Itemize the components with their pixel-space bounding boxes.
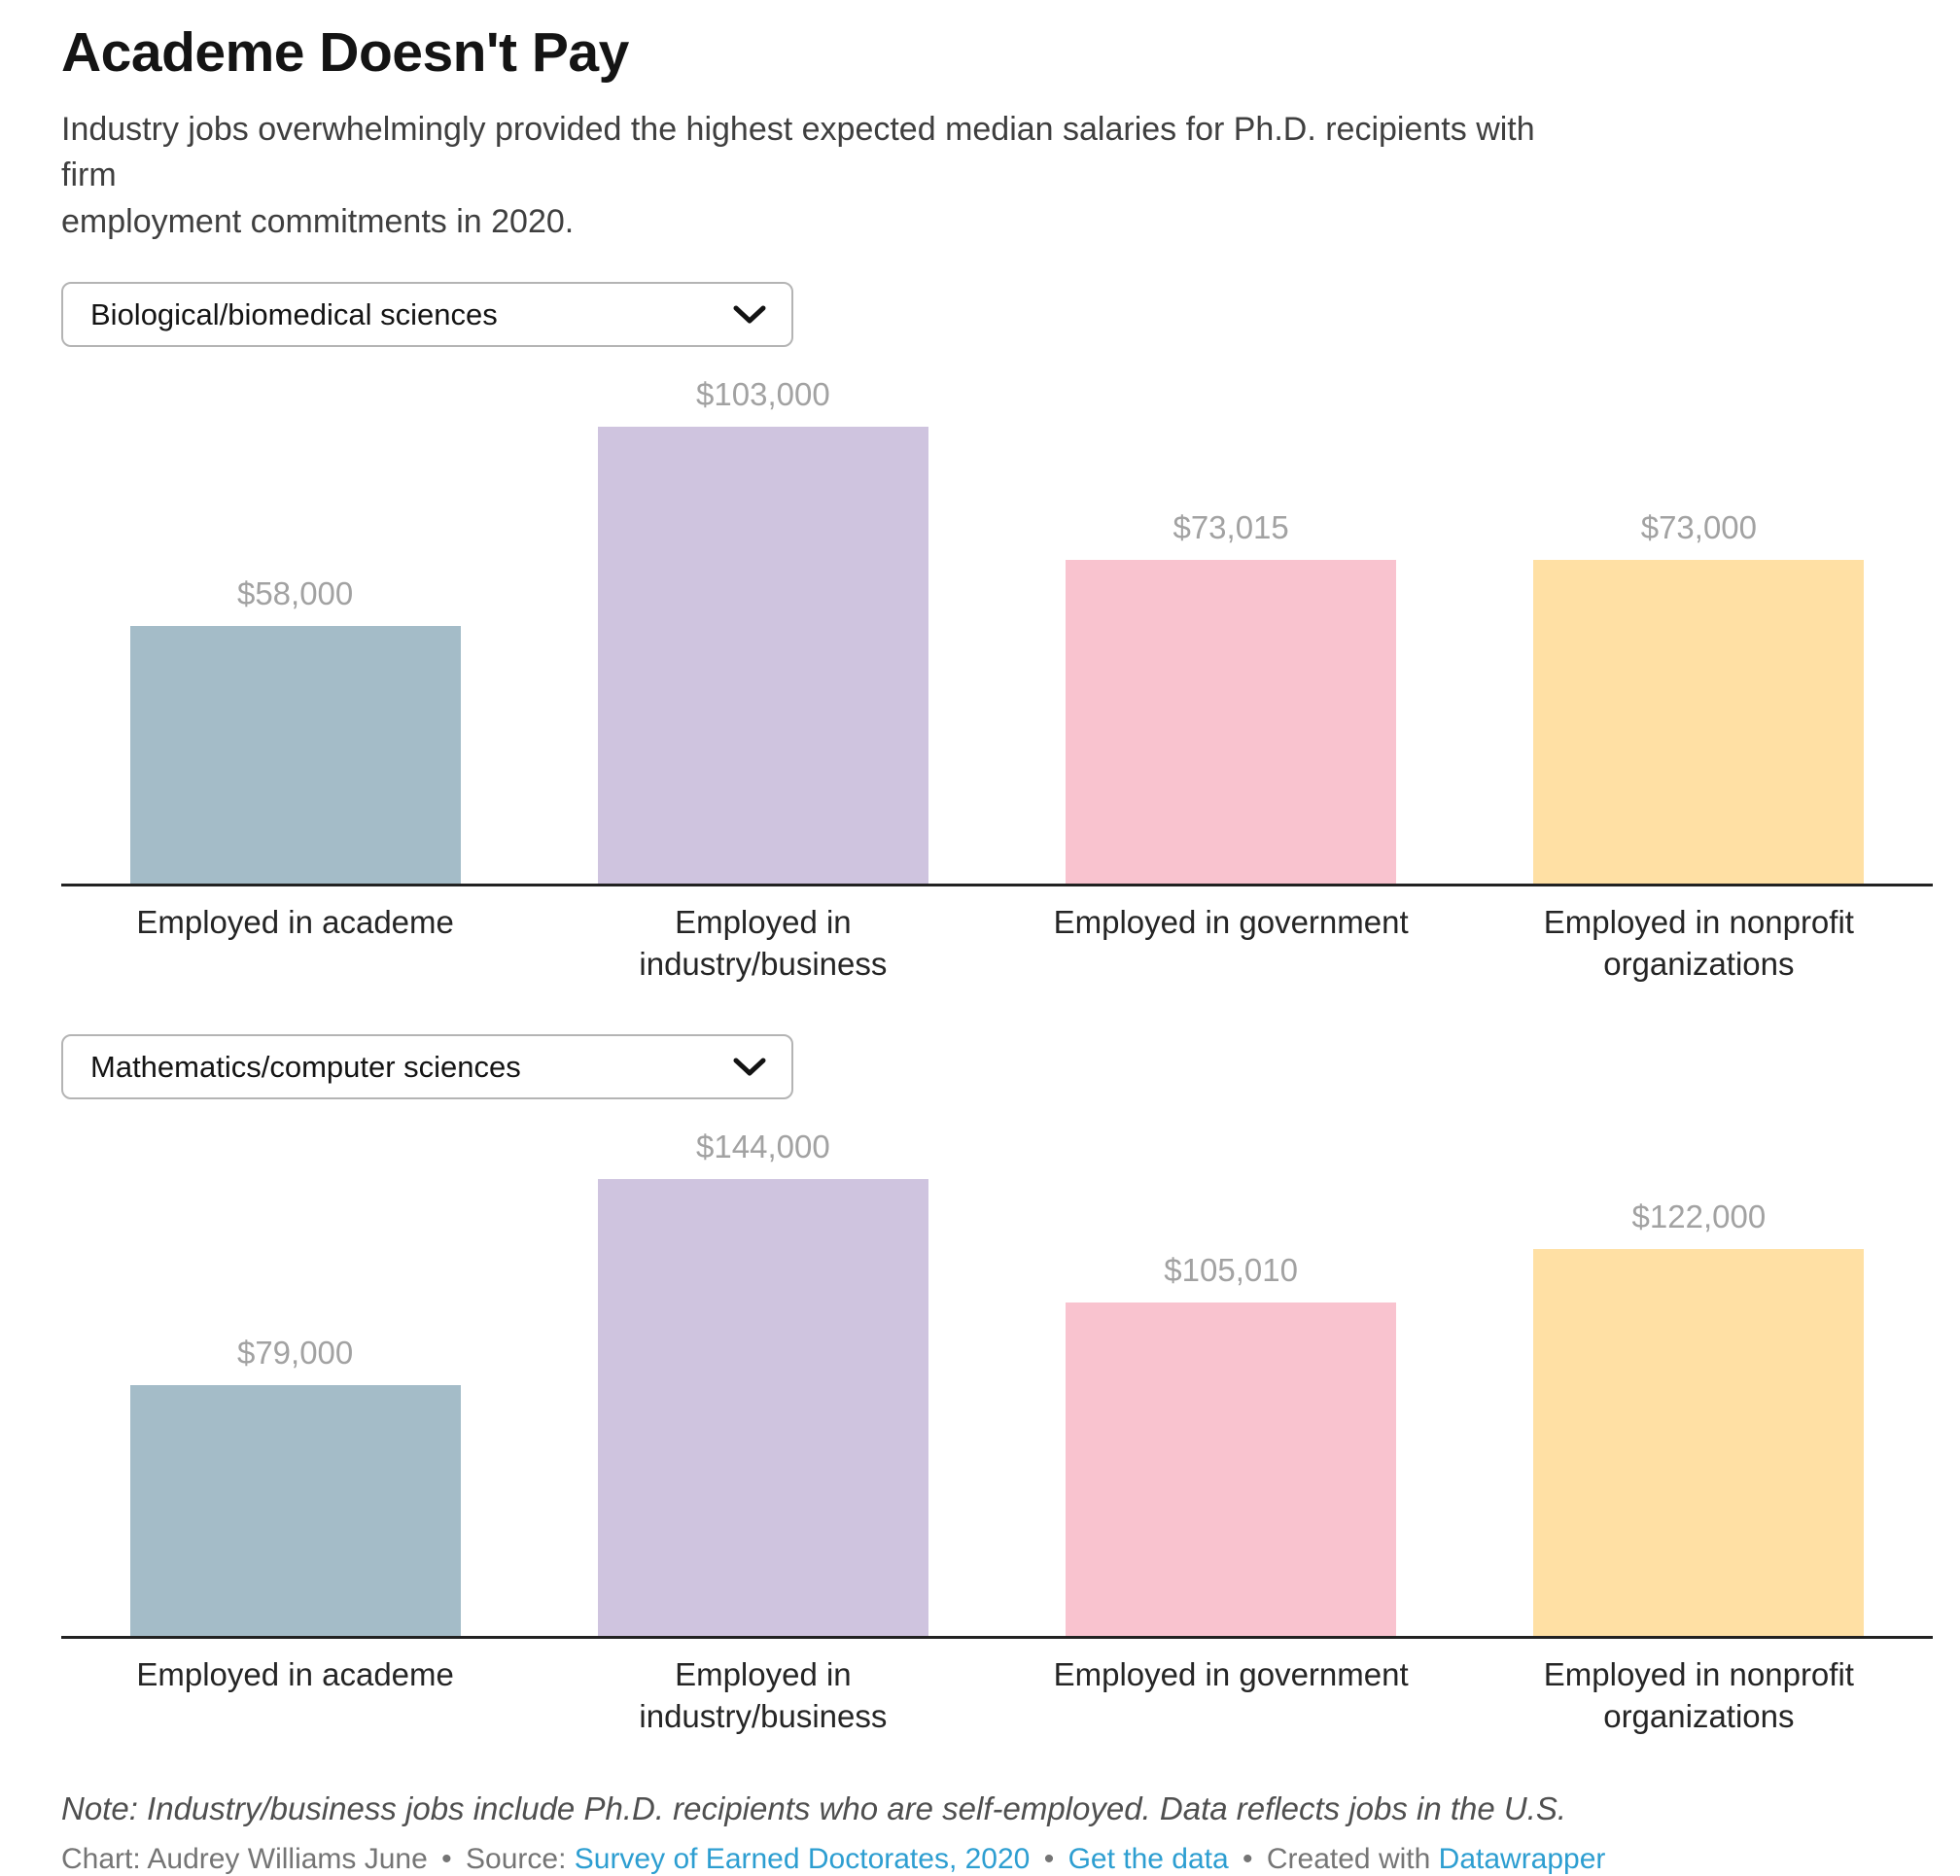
bar-2 <box>597 427 928 885</box>
x-axis-label: Employed in government <box>1053 904 1409 941</box>
credits-source-label: Source: <box>466 1843 567 1876</box>
chart-section-biological: Biological/biomedical sciences $58,000 $1… <box>61 282 1933 1005</box>
value-label: $58,000 <box>236 575 354 612</box>
page-subtitle-line-2: employment commitments in 2020. <box>61 202 575 240</box>
value-label: $73,000 <box>1640 509 1758 546</box>
credits-separator: • <box>1242 1843 1253 1876</box>
x-axis-label: Employed in government <box>1053 1656 1409 1693</box>
source-link[interactable]: Survey of Earned Doctorates, 2020 <box>574 1843 1031 1876</box>
value-label: $79,000 <box>236 1335 354 1372</box>
value-label: $122,000 <box>1631 1199 1767 1235</box>
bar-1 <box>129 626 461 885</box>
bar-1 <box>129 1385 461 1637</box>
bar-3 <box>1066 560 1397 885</box>
plot-area: $79,000 $144,000 $105,010 $122,000 <box>61 1113 1933 1640</box>
note-text: Note: Industry/business jobs include Ph.… <box>61 1790 1567 1827</box>
bar-3 <box>1066 1303 1397 1637</box>
bar-4 <box>1533 560 1865 885</box>
bar-chart-mathematics: $79,000 $144,000 $105,010 $122,000 Employed… <box>61 1113 1933 1757</box>
value-label: $73,015 <box>1172 509 1289 546</box>
field-select-wrap-1: Biological/biomedical sciences <box>61 282 793 348</box>
page-subtitle-line-1: Industry jobs overwhelmingly provided th… <box>61 110 1535 194</box>
field-select-biological[interactable]: Biological/biomedical sciences <box>61 282 793 348</box>
value-label: $103,000 <box>696 376 830 413</box>
x-axis-label: Employed in academe <box>136 1656 454 1693</box>
page-title: Academe Doesn't Pay <box>61 21 629 84</box>
chart-section-mathematics: Mathematics/computer sciences $79,000 $14… <box>61 1034 1933 1757</box>
bar-4 <box>1533 1249 1865 1637</box>
datawrapper-link[interactable]: Datawrapper <box>1438 1843 1606 1876</box>
plot-area: $58,000 $103,000 $73,015 $73,000 <box>61 361 1933 887</box>
field-select-mathematics[interactable]: Mathematics/computer sciences <box>61 1034 793 1100</box>
credits-separator: • <box>441 1843 452 1876</box>
get-data-link[interactable]: Get the data <box>1068 1843 1229 1876</box>
credits-chart-by: Chart: Audrey Williams June <box>61 1843 428 1876</box>
value-label: $144,000 <box>696 1129 830 1165</box>
x-axis-label: Employed in industry/business <box>639 1656 888 1735</box>
field-select-wrap-2: Mathematics/computer sciences <box>61 1034 793 1100</box>
credits-line: Chart: Audrey Williams June • Source: Su… <box>61 1843 1933 1876</box>
bar-chart-biological: $58,000 $103,000 $73,015 $73,000 Employed i… <box>61 361 1933 1005</box>
credits-created-with: Created with <box>1266 1843 1431 1876</box>
bar-2 <box>597 1179 928 1637</box>
x-axis: Employed in academe Employed in industry/… <box>61 886 1933 1005</box>
x-axis-label: Employed in nonprofit organizations <box>1543 1656 1854 1735</box>
x-axis-label: Employed in academe <box>136 904 454 941</box>
page-subtitle: Industry jobs overwhelmingly provided th… <box>61 107 1539 246</box>
credits-separator: • <box>1043 1843 1055 1876</box>
value-label: $105,010 <box>1164 1252 1298 1289</box>
x-axis: Employed in academe Employed in industry/… <box>61 1639 1933 1757</box>
x-axis-label: Employed in industry/business <box>639 904 888 983</box>
x-axis-label: Employed in nonprofit organizations <box>1543 904 1854 983</box>
